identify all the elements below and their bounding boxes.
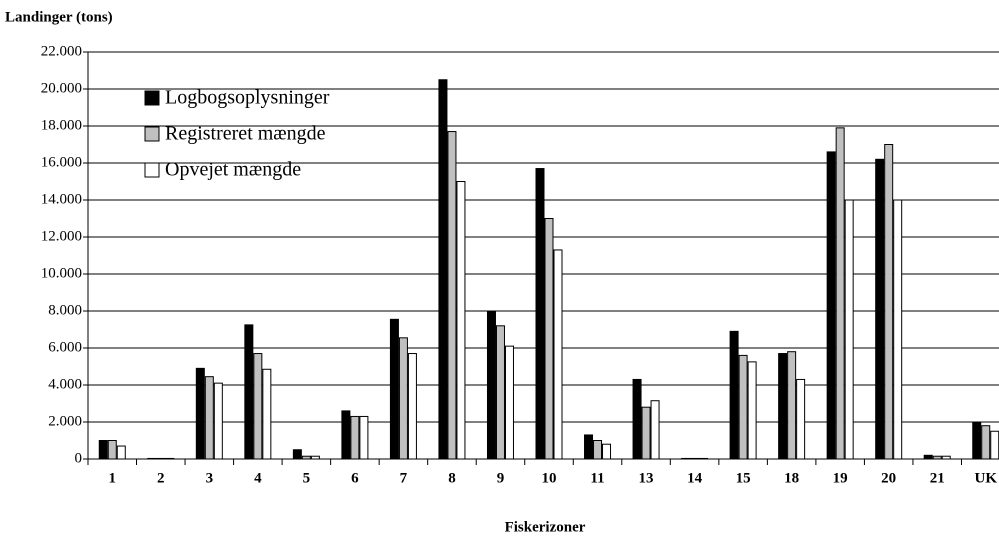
- bar: [787, 351, 797, 460]
- bar: [292, 449, 302, 460]
- x-tick-label: 4: [254, 470, 262, 486]
- legend-label: Registreret mængde: [165, 123, 326, 145]
- y-tick-label: 12.000: [41, 228, 82, 244]
- bar: [553, 249, 563, 460]
- x-tick-label: 8: [448, 470, 456, 486]
- legend-label: Opvejet mængde: [165, 159, 301, 181]
- bar: [893, 199, 903, 460]
- x-tick-label: 10: [542, 470, 557, 486]
- bar: [602, 443, 612, 460]
- bar: [778, 353, 788, 460]
- x-tick-label: 14: [687, 470, 703, 486]
- x-tick-label: UK: [974, 470, 997, 486]
- x-tick-label: 5: [303, 470, 311, 486]
- bar: [398, 337, 408, 460]
- y-tick-label: 0: [75, 450, 83, 466]
- legend-swatch: [144, 126, 160, 142]
- x-axis-label: Fiskerizoner: [505, 519, 586, 535]
- bar: [884, 144, 894, 460]
- x-tick-label: 7: [400, 470, 408, 486]
- bar: [116, 445, 126, 460]
- bar: [932, 455, 942, 460]
- x-tick-label: 13: [639, 470, 654, 486]
- x-tick-label: 1: [109, 470, 117, 486]
- x-tick-label: 19: [833, 470, 848, 486]
- y-tick-label: 14.000: [41, 191, 82, 207]
- bar: [438, 79, 448, 460]
- bar: [301, 455, 311, 460]
- y-tick-label: 10.000: [41, 265, 82, 281]
- bar: [486, 310, 496, 460]
- bar: [729, 330, 739, 460]
- x-tick-label: 15: [736, 470, 751, 486]
- bar: [875, 158, 885, 460]
- bar: [844, 199, 854, 460]
- bar: [98, 440, 108, 460]
- bar: [796, 378, 806, 460]
- x-tick-label: 18: [784, 470, 799, 486]
- x-tick-label: 21: [930, 470, 945, 486]
- bar: [447, 131, 457, 460]
- bar: [213, 382, 223, 460]
- bar: [350, 415, 360, 460]
- bar: [941, 455, 951, 460]
- x-tick-label: 3: [206, 470, 214, 486]
- bar: [738, 354, 748, 460]
- bar: [981, 425, 991, 460]
- legend-swatch: [144, 162, 160, 178]
- y-tick-label: 18.000: [41, 117, 82, 133]
- bar: [107, 440, 117, 460]
- x-tick-label: 2: [157, 470, 165, 486]
- bar: [359, 415, 369, 460]
- bar: [195, 367, 205, 460]
- x-tick-label: 6: [351, 470, 359, 486]
- y-tick-label: 20.000: [41, 80, 82, 96]
- bar: [593, 440, 603, 460]
- x-tick-label: 11: [590, 470, 604, 486]
- bar: [165, 457, 175, 460]
- bar: [923, 454, 933, 460]
- bar: [584, 434, 594, 460]
- bar: [690, 457, 700, 460]
- legend-label: Logbogsoplysninger: [165, 87, 330, 109]
- x-tick-label: 20: [881, 470, 896, 486]
- bar: [204, 376, 214, 460]
- bar: [495, 325, 505, 460]
- chart-title: Landinger (tons): [5, 9, 113, 25]
- y-tick-label: 2.000: [48, 413, 82, 429]
- bar: [632, 378, 642, 460]
- bar: [504, 345, 514, 460]
- y-tick-label: 6.000: [48, 339, 82, 355]
- bar: [244, 324, 254, 460]
- bar: [699, 457, 709, 460]
- bar: [826, 151, 836, 460]
- bar: [407, 353, 417, 460]
- y-tick-label: 8.000: [48, 302, 82, 318]
- bar: [310, 455, 320, 460]
- y-tick-label: 22.000: [41, 43, 82, 59]
- y-tick-label: 4.000: [48, 376, 82, 392]
- bar: [456, 181, 466, 460]
- legend-swatch: [144, 90, 160, 106]
- bar: [262, 368, 272, 460]
- bar: [535, 168, 545, 460]
- bar: [641, 406, 651, 460]
- bar: [544, 218, 554, 460]
- bar: [253, 353, 263, 460]
- bar: [389, 318, 399, 460]
- y-tick-label: 16.000: [41, 154, 82, 170]
- x-tick-label: 9: [497, 470, 505, 486]
- bar: [835, 127, 845, 460]
- bar: [990, 430, 999, 460]
- bar: [156, 457, 166, 460]
- bar: [341, 410, 351, 460]
- bar: [747, 361, 757, 460]
- bar: [650, 400, 660, 460]
- bar: [681, 457, 691, 460]
- bar: [147, 457, 157, 460]
- bar: [972, 421, 982, 460]
